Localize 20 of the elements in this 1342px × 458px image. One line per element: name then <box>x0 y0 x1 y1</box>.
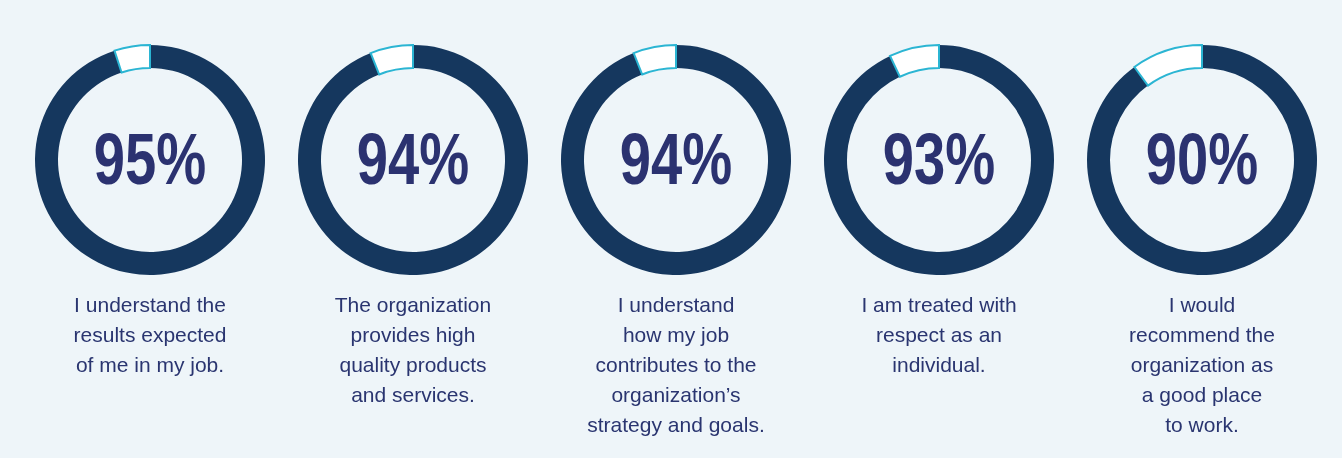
donut-slice <box>561 45 791 275</box>
text: I understand the results expected of me in my job. <box>73 293 227 376</box>
donut-slice <box>889 44 940 78</box>
data-label: 93% <box>882 119 996 200</box>
donut-slice <box>1087 45 1317 275</box>
donut-slice <box>632 44 677 76</box>
data-label: 94% <box>619 119 733 200</box>
data-label: 90% <box>1145 119 1259 200</box>
donut-slice <box>824 45 1054 275</box>
text: I understand how my job contributes to the organization’s strategy and goals. <box>587 293 765 436</box>
donut-slice <box>113 44 151 74</box>
donut-slice <box>1133 44 1203 87</box>
donut-slice <box>35 45 265 275</box>
data-label: 95% <box>93 119 207 200</box>
text: The organization provides high quality products and services. <box>334 293 492 406</box>
donut-slice <box>298 45 528 275</box>
text: I would recommend the organization as a good place to work. <box>1129 293 1275 436</box>
donut-slice <box>369 44 414 76</box>
text: I am treated with respect as an individual. <box>861 293 1017 376</box>
data-label: 94% <box>356 119 470 200</box>
